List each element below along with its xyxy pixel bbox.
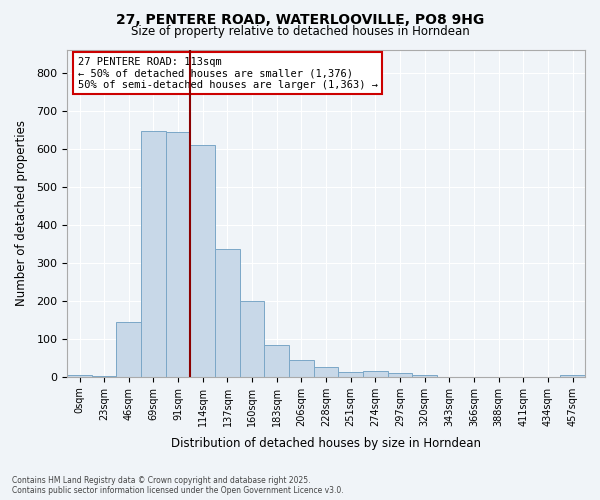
Bar [67, 375, 92, 377]
Bar [141, 130, 166, 377]
Bar [412, 375, 437, 377]
Bar [388, 373, 412, 377]
Text: 27 PENTERE ROAD: 113sqm
← 50% of detached houses are smaller (1,376)
50% of semi: 27 PENTERE ROAD: 113sqm ← 50% of detache… [77, 56, 377, 90]
Bar [190, 145, 215, 377]
Bar [363, 372, 388, 377]
Bar [289, 360, 314, 377]
Bar [240, 301, 265, 377]
Bar [338, 372, 363, 377]
Bar [560, 376, 585, 377]
Bar [314, 366, 338, 377]
Text: Contains HM Land Registry data © Crown copyright and database right 2025.
Contai: Contains HM Land Registry data © Crown c… [12, 476, 344, 495]
Text: Size of property relative to detached houses in Horndean: Size of property relative to detached ho… [131, 25, 469, 38]
Y-axis label: Number of detached properties: Number of detached properties [15, 120, 28, 306]
Bar [92, 376, 116, 377]
Text: 27, PENTERE ROAD, WATERLOOVILLE, PO8 9HG: 27, PENTERE ROAD, WATERLOOVILLE, PO8 9HG [116, 12, 484, 26]
Bar [116, 322, 141, 377]
Bar [166, 132, 190, 377]
Bar [215, 250, 240, 377]
X-axis label: Distribution of detached houses by size in Horndean: Distribution of detached houses by size … [171, 437, 481, 450]
Bar [265, 346, 289, 377]
